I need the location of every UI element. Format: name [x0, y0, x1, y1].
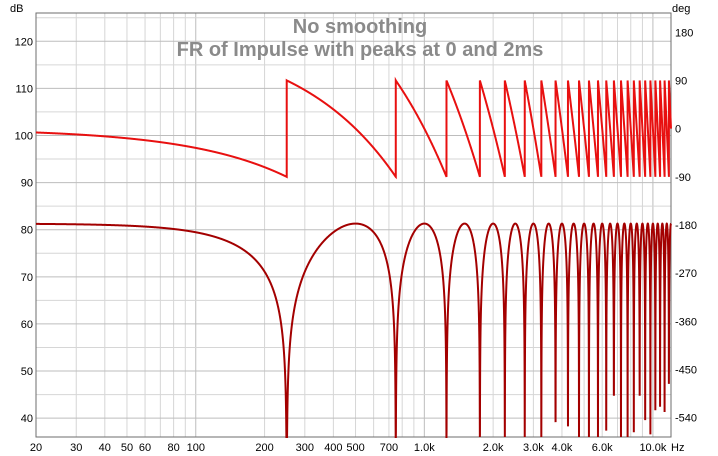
- x-tick-label: 3.0k: [523, 442, 544, 454]
- y-tick-label: 120: [15, 36, 33, 48]
- x-tick-label: 40: [99, 442, 111, 454]
- y-tick-label: 60: [21, 319, 33, 331]
- chart-title: No smoothing: [293, 16, 427, 38]
- x-tick-label: 80: [167, 442, 179, 454]
- y-tick-label: 100: [15, 130, 33, 142]
- y2-tick-label: -90: [675, 172, 691, 184]
- y2-tick-label: 0: [675, 124, 681, 136]
- magnitude-curve: [36, 222, 672, 438]
- x-tick-label: 1.0k: [414, 442, 435, 454]
- y-tick-label: 50: [21, 366, 33, 378]
- x-tick-label: 700: [380, 442, 398, 454]
- y2-tick-label: -270: [675, 268, 697, 280]
- x-tick-label: 300: [296, 442, 314, 454]
- tick-labels: 20 30 40 50 60 80 100 200 300 400 500 700 1.0k 2.0k 3.…: [15, 27, 697, 454]
- x-tick-label: 30: [70, 442, 82, 454]
- y2-tick-label: -450: [675, 365, 697, 377]
- y-tick-label: 90: [21, 178, 33, 190]
- phase-curve: [35, 76, 672, 180]
- x-tick-label: 200: [255, 442, 273, 454]
- y2-tick-label: -360: [675, 316, 697, 328]
- y2-tick-label: 90: [675, 75, 687, 87]
- x-tick-label: 50: [121, 442, 133, 454]
- x-tick-label: 2.0k: [483, 442, 504, 454]
- x-tick-label: 100: [187, 442, 205, 454]
- x-tick-label: 6.0k: [592, 442, 613, 454]
- x-tick-label: 60: [139, 442, 151, 454]
- y-tick-label: 70: [21, 272, 33, 284]
- curves: [35, 76, 672, 438]
- x-tick-label: 400: [324, 442, 342, 454]
- x-tick-label: 10.0k: [639, 442, 666, 454]
- x-axis-unit-label: Hz: [671, 442, 684, 454]
- y-tick-label: 40: [21, 413, 33, 425]
- y2-axis-unit-label: deg: [672, 3, 690, 15]
- y-tick-label: 80: [21, 225, 33, 237]
- x-tick-label: 500: [346, 442, 364, 454]
- x-tick-label: 20: [30, 442, 42, 454]
- x-tick-label: 4.0k: [552, 442, 573, 454]
- y2-tick-label: -180: [675, 220, 697, 232]
- y2-tick-label: -540: [675, 413, 697, 425]
- y-axis-unit-label: dB: [10, 3, 23, 15]
- chart-subtitle: FR of Impulse with peaks at 0 and 2ms: [177, 39, 544, 61]
- y-tick-label: 110: [15, 83, 33, 95]
- y2-tick-label: 180: [675, 27, 693, 39]
